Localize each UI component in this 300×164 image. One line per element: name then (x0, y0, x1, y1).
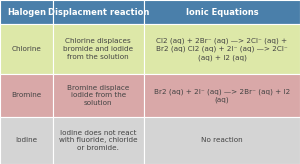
Text: No reaction: No reaction (201, 137, 243, 144)
Text: Iodine: Iodine (15, 137, 37, 144)
Bar (0, 117, 52, 164)
Bar (0, 24, 52, 74)
Text: Ionic Equations: Ionic Equations (186, 8, 258, 17)
Text: Displacment reaction: Displacment reaction (48, 8, 149, 17)
Text: Bromine: Bromine (11, 92, 41, 98)
Text: Cl2 (aq) + 2Br⁻ (aq) —> 2Cl⁻ (aq) +
Br2 (aq) Cl2 (aq) + 2I⁻ (aq) —> 2Cl⁻
(aq) + : Cl2 (aq) + 2Br⁻ (aq) —> 2Cl⁻ (aq) + Br2 … (156, 38, 288, 61)
Text: Iodine does not react
with fluoride, chloride
or bromide.: Iodine does not react with fluoride, chl… (59, 130, 138, 151)
Text: Halogen: Halogen (7, 8, 46, 17)
Bar (144, 24, 300, 74)
Bar (144, 117, 300, 164)
Bar (52, 0, 144, 24)
Text: Bromine displace
iodide from the
solution: Bromine displace iodide from the solutio… (67, 85, 129, 106)
Bar (144, 0, 300, 24)
Bar (52, 74, 144, 117)
Bar (52, 117, 144, 164)
Bar (0, 0, 52, 24)
Bar (0, 74, 52, 117)
Text: Br2 (aq) + 2I⁻ (aq) —> 2Br⁻ (aq) + I2
(aq): Br2 (aq) + 2I⁻ (aq) —> 2Br⁻ (aq) + I2 (a… (154, 88, 290, 103)
Text: Chlorine: Chlorine (11, 46, 41, 52)
Bar (52, 24, 144, 74)
Bar (144, 74, 300, 117)
Text: Chlorine displaces
bromide and iodide
from the solution: Chlorine displaces bromide and iodide fr… (63, 38, 133, 60)
